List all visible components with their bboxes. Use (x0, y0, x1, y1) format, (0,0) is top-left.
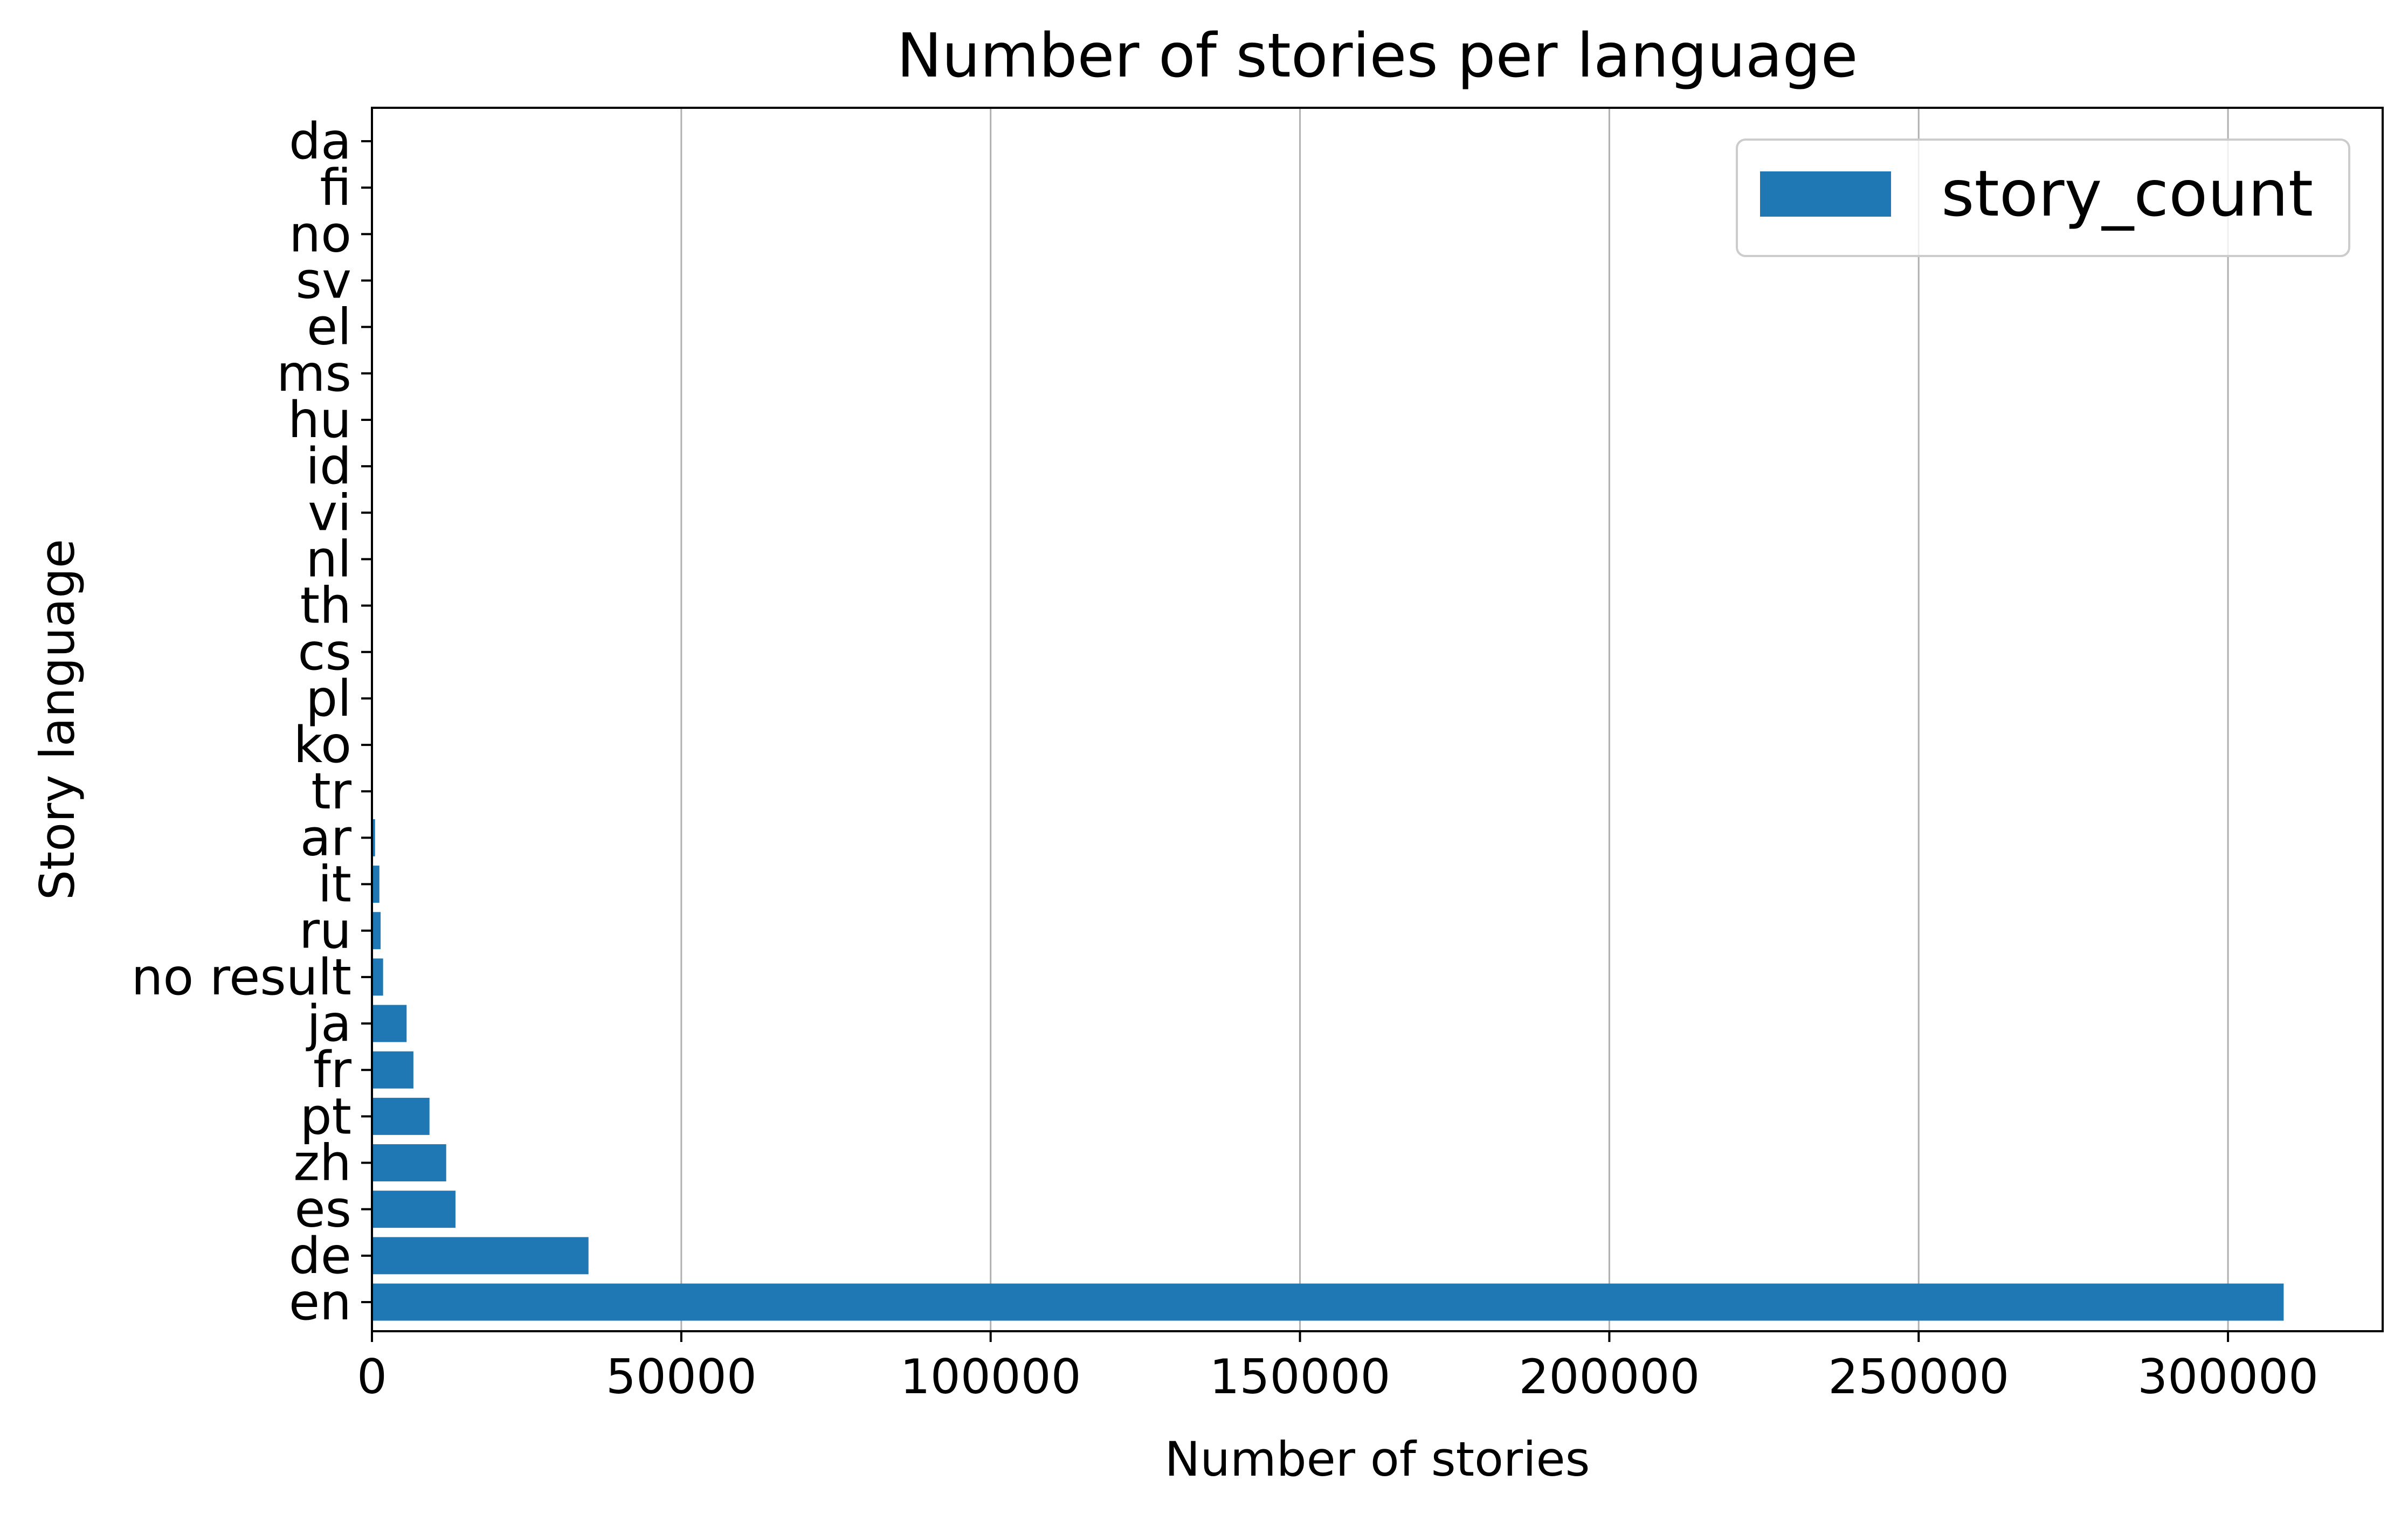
y-tick-label: ru (299, 902, 351, 960)
x-tick-label: 100000 (900, 1349, 1081, 1405)
y-tick-label: id (306, 437, 351, 495)
bar-pt (372, 1097, 430, 1135)
y-tick-label: el (307, 298, 351, 356)
y-tick-label: ja (306, 994, 351, 1053)
legend-frame (1736, 139, 2350, 257)
y-tick-label: th (300, 577, 351, 635)
y-tick-label: ar (300, 808, 352, 867)
y-tick-label: cs (298, 623, 351, 681)
legend: story_count (1736, 139, 2350, 257)
x-tick-label: 150000 (1210, 1349, 1391, 1405)
y-tick-label: pl (306, 669, 351, 728)
y-tick-label: zh (293, 1134, 351, 1192)
y-tick-label: de (289, 1227, 351, 1285)
y-tick-label: hu (288, 391, 351, 449)
x-tick-label: 0 (357, 1349, 387, 1405)
y-tick-label: vi (308, 483, 351, 542)
x-tick-label: 200000 (1519, 1349, 1700, 1405)
bar-en (372, 1283, 2284, 1321)
bars (372, 122, 2284, 1321)
bar-es (372, 1191, 456, 1228)
y-tick-label: tr (311, 762, 351, 820)
y-tick-label: da (289, 112, 351, 170)
y-tick-label: es (294, 1180, 351, 1239)
plot-frame (371, 107, 2384, 1332)
y-axis-label: Story language (30, 539, 85, 900)
y-tick-label: no (289, 205, 351, 263)
y-tick-label: ko (294, 716, 351, 774)
y-tick-label: ms (277, 344, 351, 403)
bar-fr (372, 1051, 413, 1089)
bar-ar (372, 819, 375, 856)
bar-ru (372, 912, 381, 950)
y-tick-label: nl (306, 530, 351, 588)
y-tick-label: pt (300, 1087, 352, 1145)
y-tick-label: no result (131, 948, 351, 1006)
bar-de (372, 1237, 589, 1275)
x-tick-label: 250000 (1828, 1349, 2009, 1405)
x-tick-label: 300000 (2137, 1349, 2319, 1405)
bar-it (372, 866, 380, 903)
x-axis-ticks: 0 50000 100000 150000 200000 250000 300000 (357, 1331, 2319, 1405)
y-tick-label: fr (313, 1041, 352, 1099)
chart-title: Number of stories per language (897, 21, 1858, 91)
y-tick-label: it (318, 855, 351, 914)
y-tick-label: fi (320, 158, 351, 217)
bar-ja (372, 1005, 407, 1042)
bar-no-result (372, 958, 383, 996)
x-tick-label: 50000 (606, 1349, 757, 1405)
gridlines (680, 108, 2229, 1331)
y-tick-label: en (289, 1273, 351, 1331)
legend-label: story_count (1941, 156, 2313, 231)
bar-zh (372, 1144, 446, 1181)
y-tick-label: sv (296, 251, 352, 309)
x-axis-label: Number of stories (1164, 1431, 1590, 1487)
legend-swatch (1760, 171, 1891, 217)
